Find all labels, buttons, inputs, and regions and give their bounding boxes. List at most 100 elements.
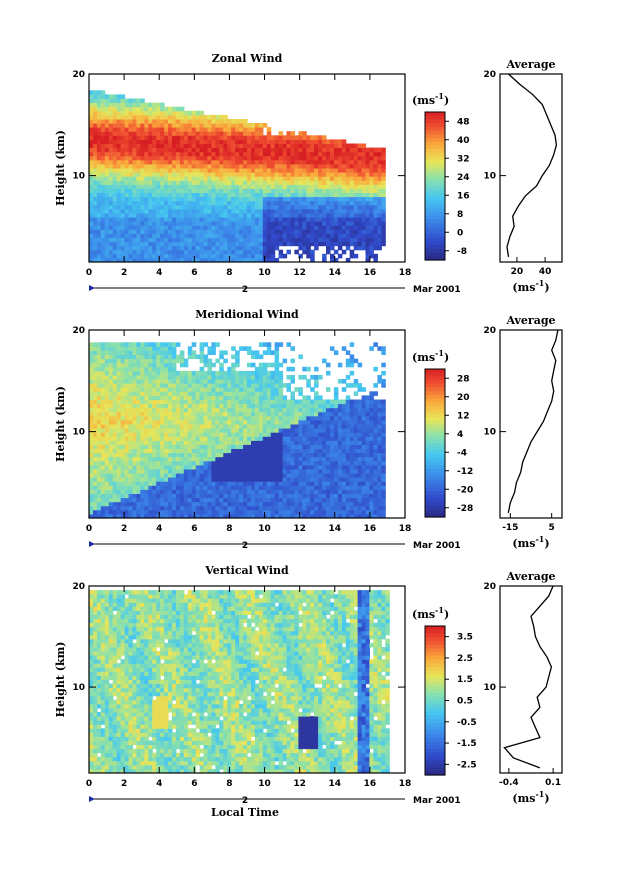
heatmap-field (89, 342, 386, 519)
heatmap-cell (337, 196, 343, 202)
heatmap-cell (132, 131, 137, 136)
heatmap-cell (89, 180, 94, 185)
heatmap-cell (282, 176, 288, 181)
heatmap-cell (330, 151, 335, 157)
heatmap-cell (298, 501, 303, 507)
heatmap-cell (318, 237, 323, 243)
heatmap-cell (274, 163, 280, 169)
heatmap-cell (156, 119, 161, 124)
heatmap-cell (160, 485, 165, 490)
heatmap-cell (365, 147, 370, 153)
heatmap-cell (326, 208, 331, 214)
heatmap-cell (278, 229, 284, 234)
heatmap-cell (120, 102, 126, 108)
heatmap-cell (100, 501, 106, 507)
heatmap-cell (235, 383, 240, 388)
heatmap-cell (93, 131, 98, 136)
heatmap-cell (183, 221, 189, 226)
heatmap-cell (168, 440, 173, 445)
heatmap-cell (262, 233, 268, 238)
heatmap-cell (179, 460, 185, 466)
heatmap-cell (314, 477, 319, 482)
heatmap-cell (211, 444, 216, 449)
heatmap-cell (262, 505, 268, 511)
heatmap-cell (270, 436, 276, 441)
heatmap-cell (120, 233, 126, 238)
heatmap-cell (227, 428, 232, 433)
heatmap-cell (96, 155, 102, 161)
heatmap-cell (144, 403, 149, 409)
heatmap-cell (290, 436, 295, 441)
heatmap-cell (318, 456, 323, 462)
heatmap-cell (120, 362, 126, 368)
heatmap-cell (314, 493, 319, 499)
heatmap-cell (140, 221, 145, 226)
heatmap-cell (254, 456, 260, 462)
heatmap-cell (227, 501, 232, 507)
heatmap-cell (89, 237, 94, 243)
heatmap-cell (314, 460, 319, 466)
heatmap-cell (148, 110, 153, 116)
heatmap-cell (171, 172, 177, 177)
heatmap-cell (290, 391, 295, 396)
heatmap-cell (290, 444, 295, 449)
heatmap-cell (278, 176, 284, 181)
heatmap-cell (215, 225, 220, 230)
heatmap-cell (104, 403, 110, 409)
heatmap-cell (270, 213, 276, 218)
heatmap-cell (183, 501, 189, 507)
heatmap-cell (93, 221, 98, 226)
heatmap-cell (179, 370, 185, 376)
heatmap-cell (140, 135, 145, 140)
heatmap-cell (243, 477, 248, 482)
heatmap-cell (199, 497, 205, 503)
heatmap-cell (152, 225, 157, 230)
heatmap-cell (156, 444, 161, 449)
heatmap-cell (266, 143, 272, 149)
heatmap-cell (156, 172, 161, 177)
heatmap-cell (164, 249, 169, 255)
heatmap-cell (365, 172, 370, 177)
heatmap-cell (104, 415, 110, 421)
heatmap-cell (266, 163, 272, 169)
heatmap-cell (144, 432, 149, 437)
heatmap-cell (93, 493, 98, 499)
heatmap-cell (124, 196, 130, 202)
heatmap-cell (112, 172, 118, 177)
heatmap-cell (124, 188, 130, 193)
heatmap-cell (302, 155, 307, 161)
heatmap-cell (219, 155, 224, 161)
heatmap-cell (258, 176, 264, 181)
heatmap-cell (298, 354, 303, 360)
heatmap-cell (258, 513, 264, 519)
heatmap-cell (357, 151, 363, 157)
heatmap-cell (108, 452, 114, 458)
heatmap-cell (93, 98, 98, 104)
heatmap-cell (120, 217, 126, 222)
heatmap-cell (207, 221, 212, 226)
heatmap-cell (89, 387, 94, 392)
heatmap-cell (183, 489, 189, 494)
heatmap-cell (377, 159, 382, 165)
heatmap-cell (191, 395, 197, 400)
heatmap-cell (132, 135, 137, 140)
heatmap-cell (318, 225, 323, 230)
heatmap-cell (179, 184, 185, 189)
heatmap-cell (310, 135, 315, 140)
heatmap-cell (326, 233, 331, 238)
heatmap-cell (156, 415, 161, 421)
heatmap-cell (168, 119, 173, 124)
heatmap-cell (144, 501, 149, 507)
heatmap-cell (100, 415, 106, 421)
heatmap-cell (124, 440, 130, 445)
heatmap-cell (148, 135, 153, 140)
heatmap-cell (306, 180, 311, 185)
heatmap-cell (310, 184, 315, 189)
heatmap-cell (302, 456, 307, 462)
heatmap-cell (183, 509, 189, 515)
heatmap-cell (191, 221, 197, 226)
heatmap-cell (231, 399, 236, 405)
heatmap-cell (183, 204, 189, 210)
heatmap-cell (239, 505, 244, 511)
heatmap-cell (318, 188, 323, 193)
